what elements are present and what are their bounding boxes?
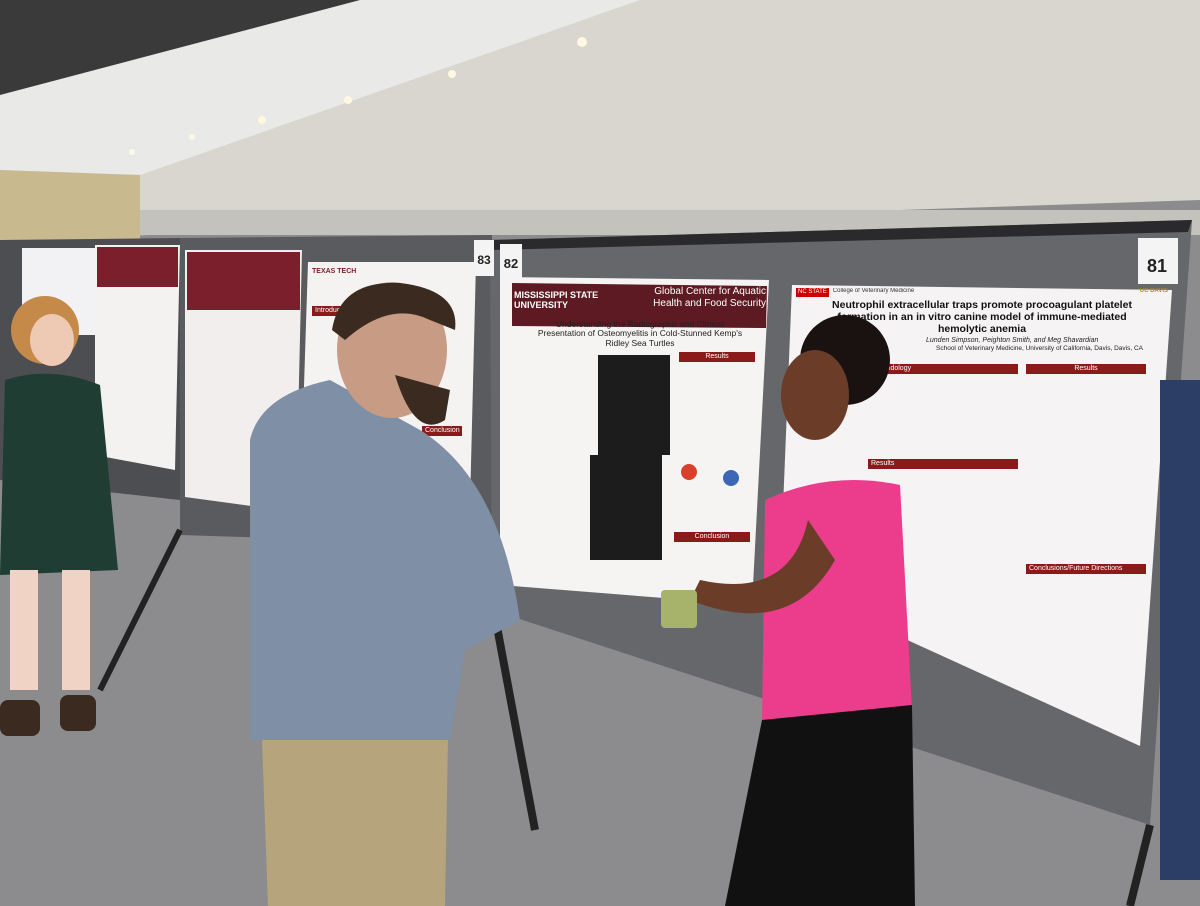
section-heading: Results [679, 351, 755, 363]
affiliation: School of Veterinary Medicine, Universit… [936, 345, 1143, 353]
skirt [725, 705, 915, 906]
number-card [500, 244, 522, 282]
face [30, 314, 74, 366]
light [258, 116, 266, 124]
shoe [60, 695, 96, 731]
center-name: Global Center for Aquatic Health and Foo… [653, 286, 766, 309]
section-heading: Results [1026, 363, 1146, 374]
beard [395, 375, 450, 425]
poster-title: Neutrophil extracellular traps promote p… [832, 298, 1132, 336]
poster-header [512, 283, 767, 328]
poster-text: TEXAS TECH Introduction Conclusion [312, 268, 462, 437]
poster-text: NC STATE College of Veterinary Medicine … [796, 288, 1168, 574]
person-right [1160, 380, 1200, 880]
section-heading: Results [868, 458, 1018, 469]
light [129, 149, 135, 155]
ceiling-dark [0, 0, 360, 95]
person-man [250, 282, 520, 906]
pie-figure [723, 470, 739, 486]
poster-header [187, 252, 300, 310]
logo: UC DAVIS [1139, 288, 1168, 294]
cup [661, 590, 697, 628]
board-leg [97, 528, 183, 692]
poster-header [97, 247, 178, 287]
section-heading: Conclusions/Future Directions [1026, 563, 1146, 574]
light [448, 70, 456, 78]
institution: NC STATE [796, 288, 829, 297]
hair [332, 282, 456, 340]
section-heading: Methodology [868, 363, 1018, 374]
board-leg [488, 599, 539, 831]
light [577, 37, 587, 47]
section-heading: Introduction [312, 306, 358, 317]
leg [62, 570, 90, 690]
shoe [0, 700, 40, 736]
person-left [0, 296, 118, 736]
section-heading: Conclusion [674, 532, 750, 543]
shirt [250, 380, 520, 740]
pie-figure [681, 464, 697, 480]
light [189, 134, 195, 140]
dress [0, 373, 118, 575]
number-card [1138, 238, 1178, 284]
poster-figure [598, 355, 670, 455]
face [781, 350, 849, 440]
top [762, 480, 912, 725]
poster [95, 245, 180, 470]
poster-number: 83 [477, 253, 491, 267]
trousers [262, 740, 448, 906]
ceiling-lights [129, 37, 587, 155]
poster-text: MISSISSIPPI STATE UNIVERSITY Global Cent… [514, 286, 766, 543]
institution: TEXAS TECH [312, 268, 357, 275]
leg [10, 570, 38, 690]
person-woman [661, 315, 915, 906]
board-leg [1126, 824, 1154, 906]
brick-wall [0, 170, 140, 240]
number-card [474, 240, 494, 276]
board-frame [490, 220, 1192, 250]
poster-figure [590, 455, 662, 560]
institution: MISSISSIPPI STATE UNIVERSITY [514, 290, 599, 311]
poster [780, 285, 1172, 746]
authors: Lunden Simpson, Peighton Smith, and Meg … [926, 337, 1099, 345]
section-heading: Conclusion [422, 426, 462, 437]
arm [690, 520, 835, 614]
poster-title: Understanding the Radiographic and Clini… [537, 318, 743, 349]
college: College of Veterinary Medicine [832, 288, 915, 294]
poster-number: 82 [504, 256, 518, 271]
poster-number: 81 [1147, 256, 1167, 276]
light [344, 96, 352, 104]
